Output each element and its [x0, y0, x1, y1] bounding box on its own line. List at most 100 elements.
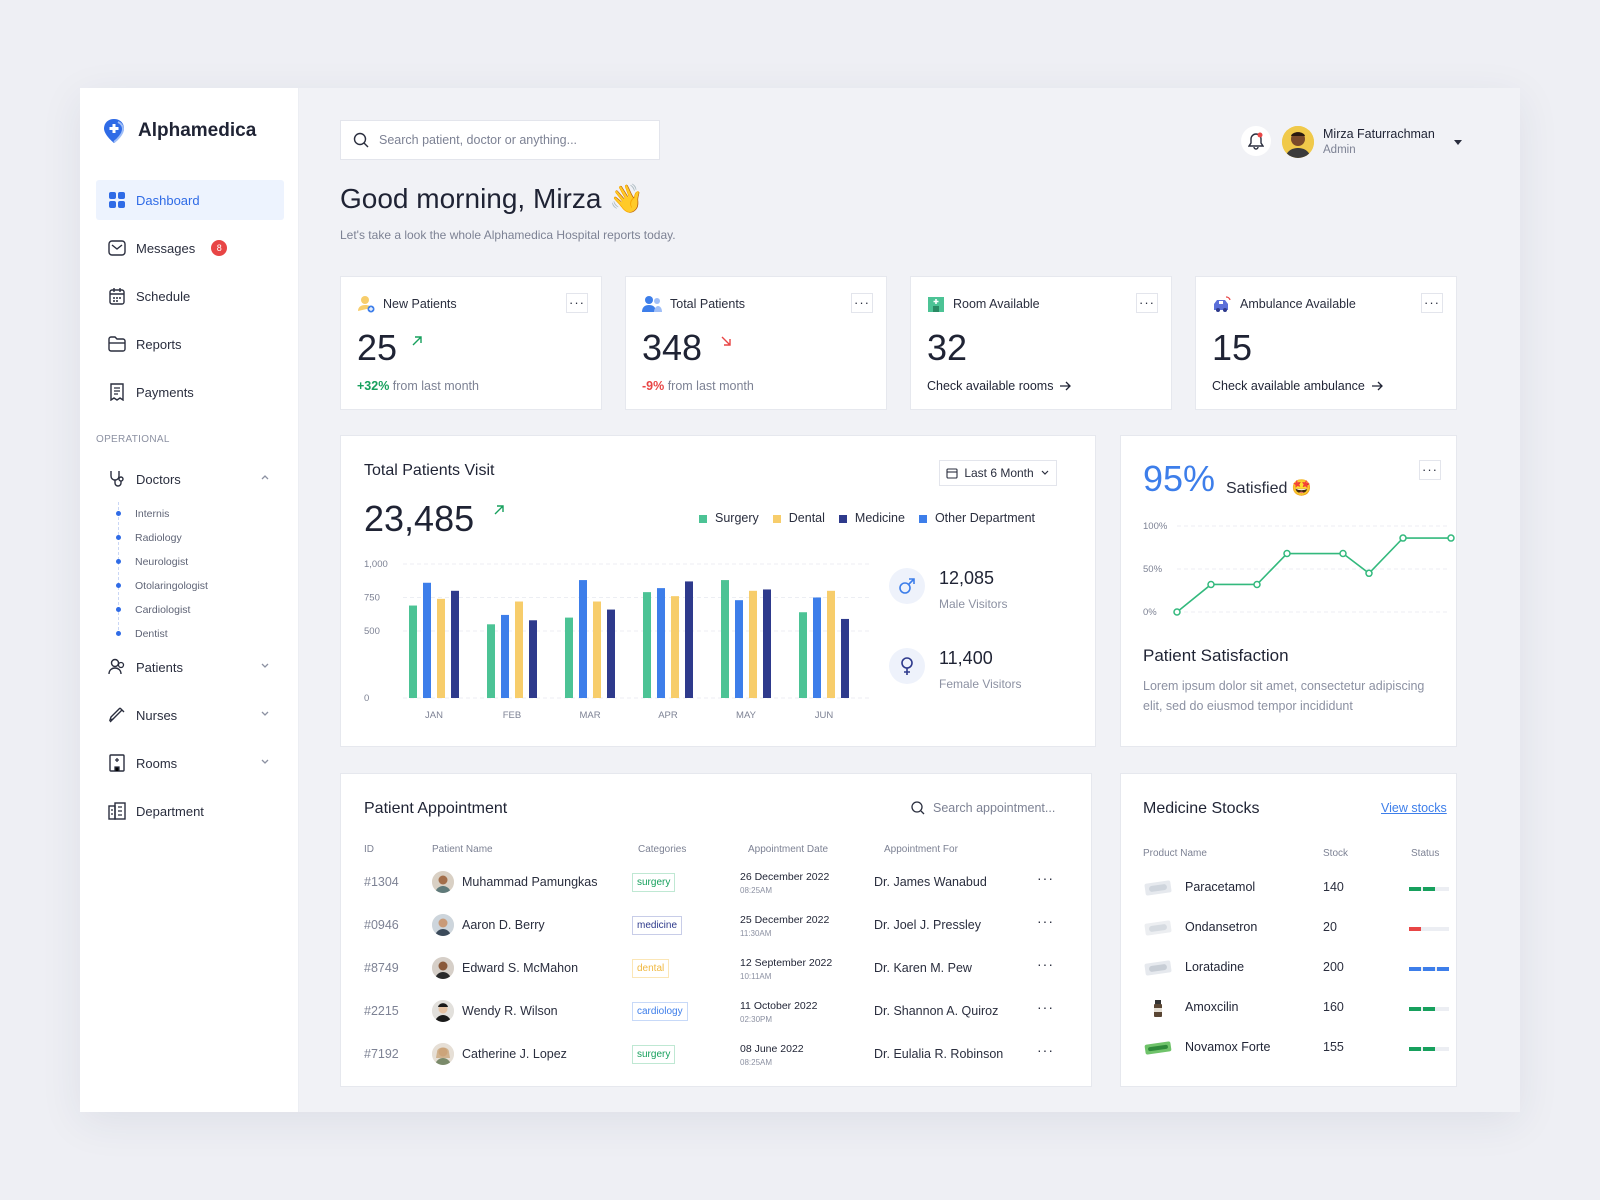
chevron-down-icon[interactable]: [260, 660, 270, 670]
bar-surgery[interactable]: [799, 612, 807, 698]
user-avatar[interactable]: [1282, 126, 1314, 158]
bar-medicine[interactable]: [685, 581, 693, 698]
bar-medicine[interactable]: [841, 618, 849, 698]
row-actions-button[interactable]: ···: [1037, 913, 1054, 929]
bar-other-department[interactable]: [501, 614, 509, 698]
row-actions-button[interactable]: ···: [1037, 870, 1054, 886]
notification-button[interactable]: [1241, 126, 1271, 156]
medicine-row[interactable]: Ondansetron 20: [1143, 914, 1449, 944]
data-point[interactable]: [1447, 534, 1455, 542]
medicine-row[interactable]: Loratadine 200: [1143, 954, 1449, 984]
bar-surgery[interactable]: [721, 580, 729, 698]
logo[interactable]: Alphamedica: [102, 118, 256, 144]
bar-other-department[interactable]: [813, 597, 821, 699]
col-header: Appointment For: [884, 844, 958, 855]
bar-surgery[interactable]: [565, 617, 573, 698]
data-point[interactable]: [1253, 580, 1261, 589]
sidebar-item-dashboard[interactable]: Dashboard: [96, 180, 284, 220]
medicine-stock: 200: [1323, 960, 1344, 974]
period-dropdown[interactable]: Last 6 Month: [939, 460, 1057, 486]
medicine-row[interactable]: Novamox Forte 155: [1143, 1034, 1449, 1064]
bar-other-department[interactable]: [579, 580, 587, 698]
bar-surgery[interactable]: [643, 592, 651, 698]
submenu-item[interactable]: Dentist: [116, 622, 208, 646]
bar-surgery[interactable]: [487, 624, 495, 698]
chevron-up-icon[interactable]: [260, 472, 270, 482]
x-tick-label: JAN: [425, 710, 443, 721]
sidebar-item-reports[interactable]: Reports: [96, 324, 284, 364]
submenu-item[interactable]: Radiology: [116, 526, 208, 550]
data-point[interactable]: [1283, 549, 1291, 558]
sidebar-item-nurses[interactable]: Nurses: [96, 695, 284, 735]
submenu-item[interactable]: Otolaringologist: [116, 574, 208, 598]
appointment-search[interactable]: Search appointment...: [911, 801, 1055, 815]
bar-dental[interactable]: [671, 596, 679, 698]
submenu-item[interactable]: Internis: [116, 502, 208, 526]
more-options-button[interactable]: ···: [1419, 460, 1441, 480]
data-point[interactable]: [1399, 534, 1407, 542]
submenu-item[interactable]: Cardiologist: [116, 598, 208, 622]
row-actions-button[interactable]: ···: [1037, 1042, 1054, 1058]
caret-down-icon[interactable]: [1453, 138, 1463, 146]
global-search[interactable]: [340, 120, 660, 160]
table-row[interactable]: #2215 Wendy R. Wilson cardiology 11 Octo…: [341, 992, 1077, 1035]
data-point[interactable]: [1173, 608, 1181, 616]
sidebar-item-patients[interactable]: Patients: [96, 647, 284, 687]
user-name[interactable]: Mirza Faturrachman: [1323, 127, 1435, 141]
sidebar-item-schedule[interactable]: Schedule: [96, 276, 284, 316]
data-point[interactable]: [1207, 580, 1215, 589]
submenu-item[interactable]: Neurologist: [116, 550, 208, 574]
sidebar-item-rooms[interactable]: Rooms: [96, 743, 284, 783]
legend-item[interactable]: Other Department: [918, 511, 1035, 525]
medicine-row[interactable]: Amoxcilin 160: [1143, 994, 1449, 1024]
bar-dental[interactable]: [593, 601, 601, 698]
bell-icon: [1248, 132, 1264, 150]
row-actions-button[interactable]: ···: [1037, 956, 1054, 972]
legend-item[interactable]: Surgery: [699, 511, 759, 525]
bar-other-department[interactable]: [735, 600, 743, 698]
chevron-down-icon[interactable]: [260, 756, 270, 766]
table-row[interactable]: #0946 Aaron D. Berry medicine 25 Decembe…: [341, 906, 1077, 949]
sidebar-item-messages[interactable]: Messages 8: [96, 228, 284, 268]
check-rooms-link[interactable]: Check available rooms: [927, 379, 1072, 393]
appointment-search-placeholder[interactable]: Search appointment...: [933, 801, 1056, 815]
sidebar-item-payments[interactable]: Payments: [96, 372, 284, 412]
bar-dental[interactable]: [437, 598, 445, 698]
y-tick-label: 750: [364, 593, 380, 604]
table-row[interactable]: #7192 Catherine J. Lopez surgery 08 June…: [341, 1035, 1077, 1078]
bar-dental[interactable]: [749, 590, 757, 698]
data-point[interactable]: [1365, 569, 1373, 578]
table-row[interactable]: #1304 Muhammad Pamungkas surgery 26 Dece…: [341, 863, 1077, 906]
more-options-button[interactable]: ···: [1136, 293, 1158, 313]
bar-surgery[interactable]: [409, 605, 417, 698]
calendar-icon: [946, 468, 958, 479]
more-options-button[interactable]: ···: [851, 293, 873, 313]
legend-item[interactable]: Medicine: [838, 511, 905, 525]
bar-other-department[interactable]: [657, 588, 665, 698]
chevron-down-icon[interactable]: [260, 708, 270, 718]
bar-medicine[interactable]: [451, 590, 459, 698]
bar-medicine[interactable]: [529, 620, 537, 698]
sidebar-item-doctors[interactable]: Doctors: [96, 459, 284, 499]
bar-medicine[interactable]: [607, 609, 615, 698]
view-stocks-link[interactable]: View stocks: [1381, 801, 1447, 815]
bar-medicine[interactable]: [763, 589, 771, 698]
stock-level-segment: [1437, 927, 1449, 931]
messages-count-badge: 8: [211, 240, 228, 256]
data-point[interactable]: [1339, 549, 1347, 558]
legend-item[interactable]: Dental: [772, 511, 825, 525]
check-ambulance-link[interactable]: Check available ambulance: [1212, 379, 1383, 393]
col-header: Product Name: [1143, 848, 1207, 859]
bar-dental[interactable]: [515, 601, 523, 698]
medicine-row[interactable]: Paracetamol 140: [1143, 874, 1449, 904]
table-row[interactable]: #8749 Edward S. McMahon dental 12 Septem…: [341, 949, 1077, 992]
bar-dental[interactable]: [827, 590, 835, 698]
more-options-button[interactable]: ···: [1421, 293, 1443, 313]
bar-other-department[interactable]: [423, 582, 431, 698]
row-actions-button[interactable]: ···: [1037, 999, 1054, 1015]
more-options-button[interactable]: ···: [566, 293, 588, 313]
sidebar-item-department[interactable]: Department: [96, 791, 284, 831]
legend-swatch: [772, 514, 781, 523]
patient-name: Wendy R. Wilson: [462, 1004, 558, 1018]
search-input[interactable]: [379, 133, 639, 147]
